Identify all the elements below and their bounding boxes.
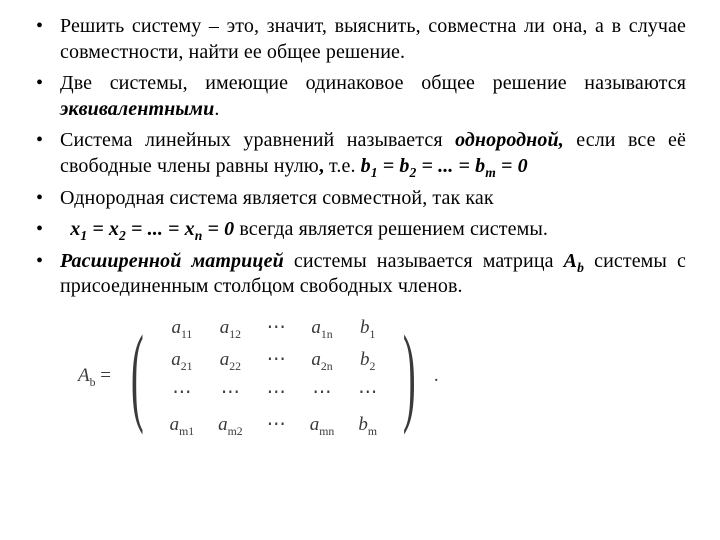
matrix-cell: b2 [346,344,389,376]
eq-sub: 1 [371,165,378,180]
cell-sub: m2 [228,425,243,438]
emphasis: однородной, [455,129,564,151]
text: Решить систему – это, значит, выяснить, … [60,15,686,63]
eq-sub: m [485,165,496,180]
matrix-cell-dots: ⋯ [255,377,298,409]
eq-var: A [78,365,90,386]
eq-op: = ... = [416,155,475,177]
text: Однородная система является совместной, … [60,187,494,209]
matrix-cell: a12 [206,312,255,344]
eq-var: A [564,250,577,272]
matrix-body: a11 a12 ⋯ a1n b1 a21 a22 ⋯ a2n b2 ⋯ ⋯ ⋯ … [158,312,390,441]
matrix-cell: a22 [206,344,255,376]
cell-var: a [170,414,180,435]
bullet-item-1: Решить систему – это, значит, выяснить, … [34,14,686,65]
cell-var: b [360,349,370,370]
eq-op: = [96,365,111,386]
cell-sub: 22 [229,360,241,373]
eq-var: b [475,155,485,177]
cell-sub: 11 [181,328,192,341]
text: т.е. [329,155,361,177]
eq-op: = [378,155,400,177]
eq-var: b [361,155,371,177]
cell-sub: 12 [229,328,241,341]
cell-sub: 21 [181,360,193,373]
emphasis: эквивалентными [60,98,214,120]
left-paren-icon: ( [130,332,144,418]
cell-sub: 2 [370,360,376,373]
cell-var: a [218,414,228,435]
bullet-item-6: Расширенной матрицей системы называется … [34,249,686,300]
cell-sub: 1n [321,328,333,341]
bullet-item-2: Две системы, имеющие одинаковое общее ре… [34,71,686,122]
matrix-cell-dots: ⋯ [255,312,298,344]
cell-sub: 1 [370,328,376,341]
matrix-cell: b1 [346,312,389,344]
eq-op: = 0 [496,155,528,177]
augmented-matrix: Ab = ( a11 a12 ⋯ a1n b1 a21 a22 ⋯ a2n b2… [78,312,686,441]
cell-var: a [171,349,181,370]
matrix-cell-dots: ⋯ [298,377,347,409]
matrix-period: . [434,364,439,388]
cell-var: a [220,317,230,338]
matrix-lhs: Ab = [78,364,111,388]
eq-op: = ... = [126,218,185,240]
eq-sub: b [577,260,584,275]
text: . [214,98,219,120]
matrix-cell-dots: ⋯ [346,377,389,409]
matrix-cell: a1n [298,312,347,344]
matrix-cell-dots: ⋯ [206,377,255,409]
matrix-row: a11 a12 ⋯ a1n b1 [158,312,390,344]
matrix-row: ⋯ ⋯ ⋯ ⋯ ⋯ [158,377,390,409]
eq-var: b [399,155,409,177]
slide-page: Решить систему – это, значит, выяснить, … [0,0,720,540]
matrix-cell: a21 [158,344,207,376]
matrix-cell: a11 [158,312,207,344]
cell-var: a [171,317,181,338]
text: всегда является решением системы. [234,218,548,240]
matrix-cell: am2 [206,409,255,441]
text-bold: , [319,155,329,177]
cell-var: a [220,349,230,370]
cell-var: b [360,317,370,338]
matrix-cell-dots: ⋯ [255,344,298,376]
bullet-item-5: x1 = x2 = ... = xn = 0 всегда является р… [34,217,686,243]
bullet-item-4: Однородная система является совместной, … [34,186,686,212]
matrix-row: am1 am2 ⋯ amn bm [158,409,390,441]
right-paren-icon: ) [402,332,416,418]
eq-var: x [109,218,119,240]
eq-var: x [70,218,80,240]
eq-var: x [185,218,195,240]
matrix-cell: am1 [158,409,207,441]
cell-sub: 2n [321,360,333,373]
cell-var: a [311,317,321,338]
eq-op: = 0 [202,218,234,240]
cell-var: a [310,414,320,435]
matrix-cell: amn [298,409,347,441]
emphasis: Расширенной матрицей [60,250,284,272]
cell-sub: m1 [179,425,194,438]
cell-sub: m [368,425,377,438]
matrix-cell-dots: ⋯ [158,377,207,409]
text: Две системы, имеющие одинаковое общее ре… [60,72,686,94]
text: системы называется матрица [284,250,564,272]
eq-op: = [87,218,109,240]
text: Система линейных уравнений называется [60,129,455,151]
bullet-item-3: Система линейных уравнений называется од… [34,128,686,179]
bullet-list: Решить систему – это, значит, выяснить, … [34,14,686,300]
matrix-cell: a2n [298,344,347,376]
cell-var: b [358,414,368,435]
matrix-cell: bm [346,409,389,441]
cell-sub: mn [319,425,334,438]
cell-var: a [311,349,321,370]
matrix-cell-dots: ⋯ [255,409,298,441]
matrix-row: a21 a22 ⋯ a2n b2 [158,344,390,376]
eq-sub: 2 [119,228,126,243]
